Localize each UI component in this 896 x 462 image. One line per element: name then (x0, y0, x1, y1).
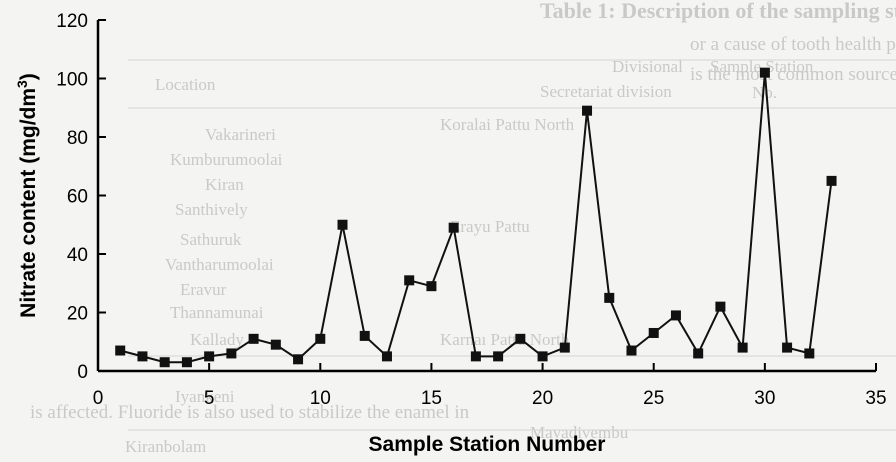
data-point-marker (337, 219, 348, 230)
data-point-marker (759, 67, 770, 78)
x-tick-label: 20 (532, 388, 553, 409)
data-point-marker (582, 105, 593, 116)
data-point-marker (181, 357, 192, 368)
data-point-marker (404, 275, 415, 286)
data-point-marker (115, 345, 126, 356)
x-axis-title: Sample Station Number (369, 433, 606, 456)
data-point-marker (782, 342, 793, 353)
y-tick-label: 20 (67, 304, 88, 325)
data-point-marker (381, 351, 392, 362)
x-tick-label: 0 (93, 388, 104, 409)
data-point-marker (559, 342, 570, 353)
x-tick-label: 30 (754, 388, 775, 409)
data-point-marker (448, 222, 459, 233)
y-axis-title: Nitrate content (mg/dm3) (14, 73, 40, 318)
data-point-marker (359, 330, 370, 341)
data-point-marker (493, 351, 504, 362)
data-point-marker (426, 281, 437, 292)
data-point-marker (648, 327, 659, 338)
data-point-marker (537, 351, 548, 362)
data-point-marker (226, 348, 237, 359)
y-tick-label: 100 (56, 70, 88, 91)
data-point-marker (204, 351, 215, 362)
data-point-marker (159, 357, 170, 368)
data-point-marker (604, 292, 615, 303)
x-tick-label: 5 (204, 388, 215, 409)
data-point-marker (248, 333, 259, 344)
data-point-marker (270, 339, 281, 350)
axis-ticks: 0 20 40 60 80 100 120 0 5 10 15 20 25 30 35 (56, 11, 886, 409)
data-point-marker (137, 351, 148, 362)
data-point-marker (670, 310, 681, 321)
x-tick-label: 10 (310, 388, 331, 409)
x-tick-label: 35 (865, 388, 886, 409)
series-line (119, 72, 833, 364)
y-axis-title-main: Nitrate content (mg/dm (17, 88, 40, 318)
data-point-marker (626, 345, 637, 356)
y-tick-label: 80 (67, 128, 88, 149)
x-tick-label: 25 (643, 388, 664, 409)
data-point-marker (826, 175, 837, 186)
y-tick-label: 120 (56, 11, 88, 32)
chart-axes (96, 20, 876, 373)
y-tick-label: 0 (77, 362, 88, 383)
data-point-marker (804, 348, 815, 359)
y-tick-label: 60 (67, 187, 88, 208)
y-tick-label: 40 (67, 245, 88, 266)
data-point-marker (470, 351, 481, 362)
y-axis-title-close: ) (17, 73, 40, 80)
x-tick-label: 15 (421, 388, 442, 409)
series-layer (115, 67, 837, 368)
data-point-marker (515, 333, 526, 344)
data-point-marker (315, 333, 326, 344)
data-point-marker (293, 354, 304, 365)
y-axis-title-superscript: 3 (14, 80, 30, 88)
data-point-marker (693, 348, 704, 359)
data-point-marker (715, 301, 726, 312)
data-point-marker (737, 342, 748, 353)
